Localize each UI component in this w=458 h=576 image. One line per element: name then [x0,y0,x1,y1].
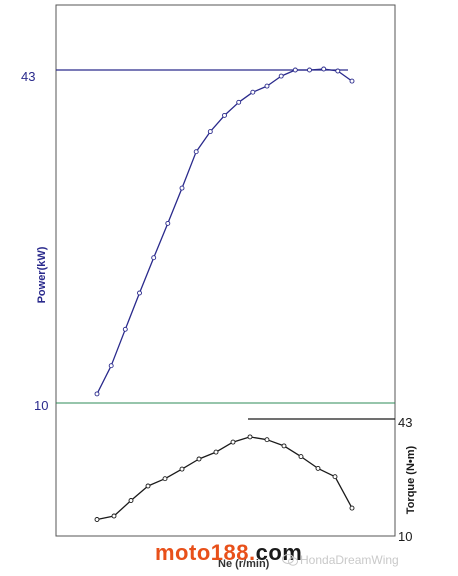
power-data-point [108,363,114,369]
power-tick-label-top: 43 [21,69,35,84]
torque-data-point [315,465,321,471]
power-data-point [264,83,270,89]
power-data-point [292,67,298,73]
torque-data-point [213,449,219,455]
power-data-point [94,391,100,397]
torque-data-point [179,466,185,472]
torque-data-point [264,437,270,443]
power-data-point [335,68,341,74]
torque-data-point [247,434,253,440]
torque-data-point [281,443,287,449]
watermark: moto188.com [155,540,302,566]
power-data-point [236,99,242,105]
power-data-point [222,112,227,118]
torque-data-point [298,454,304,460]
torque-data-point [145,483,151,489]
torque-data-point [111,513,117,519]
power-data-point [207,129,213,135]
power-data-point [122,326,128,332]
torque-data-point [196,456,202,462]
power-data-point [349,78,355,84]
power-data-point [278,73,284,79]
torque-data-point [332,474,338,480]
wechat-icon [282,554,298,566]
x-axis-label: Ne (r/min) [218,558,270,570]
torque-tick-label-bottom: 10 [398,529,412,544]
torque-data-point [162,476,168,482]
power-data-point [307,67,312,73]
torque-data-point [128,498,134,503]
chart-frame [55,4,396,537]
watermark-brand: moto188 [155,540,249,565]
torque-data-point [94,517,100,522]
power-data-point [165,220,171,226]
power-series [94,66,355,397]
power-tick-label-bottom: 10 [34,398,48,413]
watermark-credit: HondaDreamWing [300,553,399,567]
torque-series-line [96,436,353,521]
torque-tick-label-top: 43 [398,415,412,430]
power-data-point [193,149,199,155]
power-data-point [321,66,327,72]
torque-data-point [230,439,236,445]
torque-data-point [349,505,355,511]
torque-axis-label: Torque (N•m) [405,445,417,514]
torque-series [94,434,355,522]
power-axis-label: Power(kW) [36,246,48,303]
power-data-point [151,255,157,261]
watermark-tld: com [255,540,303,565]
watermark-dot: . [248,540,256,565]
power-data-point [137,290,142,296]
power-data-point [179,185,185,191]
power-data-point [250,89,256,95]
